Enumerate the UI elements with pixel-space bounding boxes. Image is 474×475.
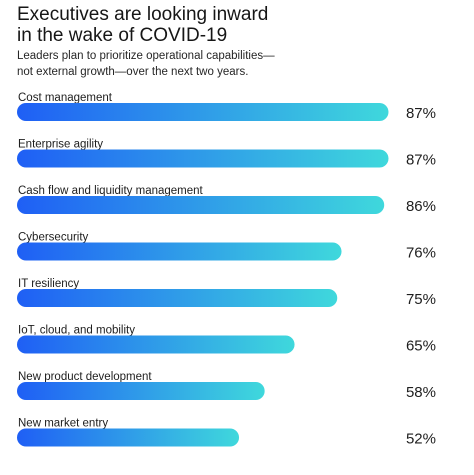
bar xyxy=(17,196,385,214)
chart-subtitle: Leaders plan to prioritize operational c… xyxy=(17,48,457,80)
chart-title: Executives are looking inward in the wak… xyxy=(17,4,457,46)
bar-row: IoT, cloud, and mobility 65% xyxy=(17,325,436,355)
value-label: 76% xyxy=(406,245,436,262)
category-label: IoT, cloud, and mobility xyxy=(18,325,135,337)
category-label: Cash flow and liquidity management xyxy=(18,185,204,197)
value-label: 87% xyxy=(406,152,436,169)
bar xyxy=(17,289,338,307)
value-label: 87% xyxy=(406,105,436,122)
bar xyxy=(17,382,265,400)
category-label: IT resiliency xyxy=(18,278,79,290)
category-label: Cybersecurity xyxy=(18,232,89,244)
chart-subtitle-line-2: not external growth—over the next two ye… xyxy=(17,66,249,78)
bar xyxy=(17,149,389,168)
value-label: 75% xyxy=(406,291,436,308)
value-label: 65% xyxy=(406,338,436,355)
bar-row: New product development 58% xyxy=(17,371,436,401)
bar xyxy=(17,103,389,121)
bar-row: Enterprise agility 87% xyxy=(17,139,436,169)
category-label: Cost management xyxy=(18,92,113,104)
bar-row: New market entry 52% xyxy=(17,418,436,448)
bar xyxy=(17,428,240,447)
category-label: New market entry xyxy=(18,418,108,430)
value-label: 86% xyxy=(406,198,436,215)
bar-row: IT resiliency 75% xyxy=(17,278,436,308)
chart-title-line-2: in the wake of COVID-19 xyxy=(17,25,228,46)
category-label: Enterprise agility xyxy=(18,139,103,151)
value-label: 52% xyxy=(406,431,436,448)
chart-title-line-1: Executives are looking inward xyxy=(17,4,269,25)
value-label: 58% xyxy=(406,384,436,401)
chart-subtitle-line-1: Leaders plan to prioritize operational c… xyxy=(17,50,275,62)
bar-row: Cash flow and liquidity management 86% xyxy=(17,185,436,215)
bar xyxy=(17,242,342,261)
bar xyxy=(17,335,295,354)
bar-row: Cybersecurity 76% xyxy=(17,232,436,262)
bar-row: Cost management 87% xyxy=(17,92,436,122)
category-label: New product development xyxy=(18,371,152,383)
